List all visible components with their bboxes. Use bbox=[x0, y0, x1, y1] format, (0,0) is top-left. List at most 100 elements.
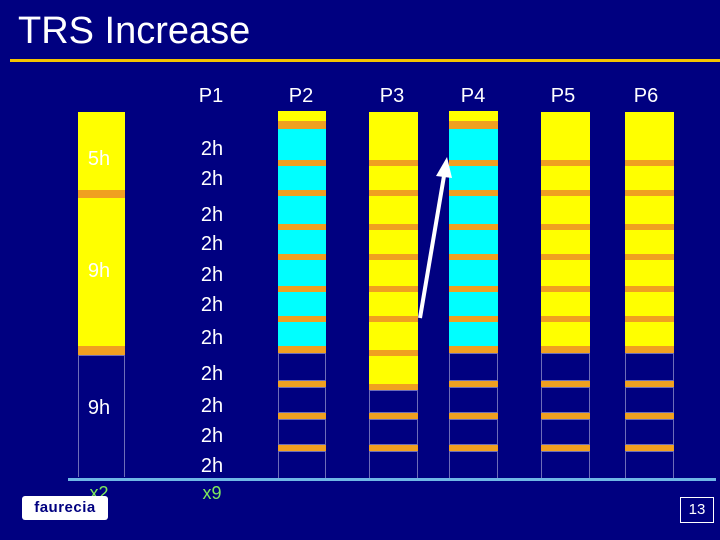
reference-separator bbox=[78, 190, 125, 198]
col-slot bbox=[278, 230, 326, 254]
col-slot-empty bbox=[278, 451, 326, 478]
col-separator bbox=[278, 160, 326, 166]
col-separator bbox=[541, 445, 590, 451]
col-separator bbox=[625, 254, 674, 260]
header-p5: P5 bbox=[550, 85, 576, 107]
p1-slot-label: 2h bbox=[200, 363, 224, 385]
col-slot-empty bbox=[369, 390, 418, 413]
col-separator bbox=[449, 224, 498, 230]
col-slot-empty bbox=[625, 387, 674, 413]
col-separator bbox=[278, 121, 326, 129]
col-separator bbox=[449, 316, 498, 322]
col-separator bbox=[449, 445, 498, 451]
col-separator bbox=[369, 190, 418, 196]
col-separator bbox=[369, 445, 418, 451]
col-separator bbox=[625, 346, 674, 353]
col-separator bbox=[625, 224, 674, 230]
col-slot bbox=[278, 196, 326, 224]
col-slot-empty bbox=[449, 419, 498, 445]
col-slot-empty bbox=[278, 387, 326, 413]
reference-block-5h bbox=[78, 112, 125, 190]
col-slot-empty bbox=[541, 353, 590, 381]
col-slot-empty bbox=[625, 451, 674, 478]
faurecia-logo: faurecia bbox=[22, 496, 108, 520]
col-separator bbox=[541, 160, 590, 166]
reference-separator bbox=[78, 346, 125, 355]
col-slot-empty bbox=[541, 419, 590, 445]
col-separator bbox=[449, 121, 498, 129]
col-slot-empty bbox=[449, 451, 498, 478]
col-slot-empty bbox=[625, 353, 674, 381]
page-number: 13 bbox=[680, 497, 714, 523]
reference-label: 9h bbox=[87, 397, 111, 419]
col-fill bbox=[369, 112, 418, 384]
title-underline bbox=[10, 59, 720, 62]
p1-slot-label: 2h bbox=[200, 264, 224, 286]
col-separator bbox=[449, 413, 498, 419]
col-slot-empty bbox=[449, 353, 498, 381]
col-slot bbox=[278, 292, 326, 316]
slide-title: TRS Increase bbox=[18, 10, 251, 52]
col-separator bbox=[541, 413, 590, 419]
p1-slot-label: 2h bbox=[200, 327, 224, 349]
col-separator bbox=[278, 190, 326, 196]
col-slot-empty bbox=[369, 419, 418, 445]
col-separator bbox=[541, 346, 590, 353]
col-separator bbox=[449, 346, 498, 353]
col-separator bbox=[369, 384, 418, 390]
col-separator bbox=[625, 160, 674, 166]
col-slot-empty bbox=[278, 353, 326, 381]
col-separator bbox=[449, 381, 498, 387]
col-slot bbox=[278, 260, 326, 286]
col-separator bbox=[278, 254, 326, 260]
col-separator bbox=[278, 445, 326, 451]
col-separator bbox=[449, 286, 498, 292]
col-separator bbox=[541, 224, 590, 230]
col-slot-empty bbox=[449, 387, 498, 413]
col-separator bbox=[278, 381, 326, 387]
p1-slot-label: 2h bbox=[200, 204, 224, 226]
col-separator bbox=[625, 445, 674, 451]
col-separator bbox=[278, 286, 326, 292]
p1-slot-label: 2h bbox=[200, 233, 224, 255]
col-slot bbox=[278, 322, 326, 346]
baseline-rule bbox=[68, 478, 716, 481]
col-separator bbox=[369, 160, 418, 166]
col-cap bbox=[278, 111, 326, 121]
col-separator bbox=[278, 346, 326, 353]
col-slot-empty bbox=[625, 419, 674, 445]
header-p3: P3 bbox=[379, 85, 405, 107]
col-slot-empty bbox=[278, 419, 326, 445]
col-separator bbox=[449, 190, 498, 196]
p1-multiplier: x9 bbox=[202, 483, 222, 503]
col-separator bbox=[625, 381, 674, 387]
col-separator bbox=[625, 413, 674, 419]
header-p1: P1 bbox=[198, 85, 224, 107]
col-separator bbox=[278, 224, 326, 230]
p1-slot-label: 2h bbox=[200, 395, 224, 417]
col-slot-empty bbox=[369, 451, 418, 478]
col-separator bbox=[541, 254, 590, 260]
reference-block-empty bbox=[78, 355, 125, 477]
col-separator bbox=[625, 316, 674, 322]
p1-slot-label: 2h bbox=[200, 138, 224, 160]
p1-slot-label: 2h bbox=[200, 168, 224, 190]
col-cap bbox=[449, 111, 498, 121]
reference-label: 5h bbox=[87, 148, 111, 170]
p1-slot-label: 2h bbox=[200, 455, 224, 477]
col-separator bbox=[278, 316, 326, 322]
col-separator bbox=[541, 190, 590, 196]
col-separator bbox=[449, 254, 498, 260]
p1-slot-label: 2h bbox=[200, 294, 224, 316]
header-p6: P6 bbox=[633, 85, 659, 107]
col-slot-empty bbox=[541, 451, 590, 478]
header-p4: P4 bbox=[460, 85, 486, 107]
header-p2: P2 bbox=[288, 85, 314, 107]
reference-label: 9h bbox=[87, 260, 111, 282]
col-separator bbox=[369, 286, 418, 292]
col-separator bbox=[541, 286, 590, 292]
col-separator bbox=[369, 413, 418, 419]
col-separator bbox=[625, 190, 674, 196]
col-separator bbox=[541, 316, 590, 322]
